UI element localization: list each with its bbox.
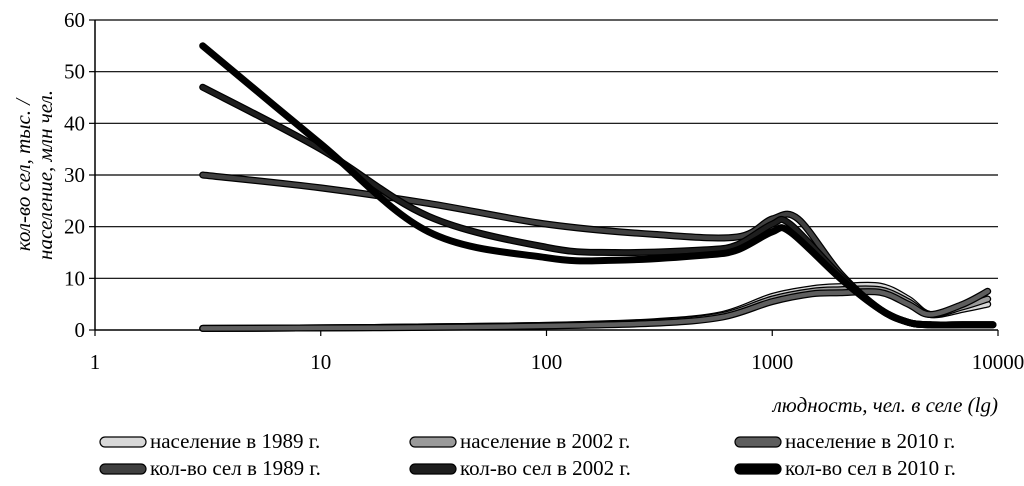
legend-label: население в 2002 г.: [460, 429, 630, 453]
y-axis-label-line-1: кол-во сел, тыс. /: [11, 97, 35, 251]
legend-swatch: [409, 436, 457, 448]
legend-swatch: [409, 463, 457, 475]
legend-item-6: кол-во сел в 2010 г.: [734, 456, 956, 480]
x-tick-label: 1: [90, 350, 101, 374]
legend-swatch: [99, 463, 147, 475]
legend-swatch: [734, 463, 782, 475]
y-tick-label: 10: [64, 266, 85, 290]
series-line-6: [199, 42, 997, 329]
y-tick-label: 0: [75, 318, 86, 342]
series-stroke: [200, 43, 996, 328]
series-line-3: [199, 287, 992, 332]
y-tick-label: 60: [64, 8, 85, 32]
legend-label: население в 2010 г.: [785, 429, 955, 453]
legend: население в 1989 г. население в 2002 г. на…: [99, 429, 956, 480]
y-axis-label-line-2: население, млн чел.: [33, 90, 57, 260]
x-tick-label: 100: [531, 350, 563, 374]
y-tick-label: 40: [64, 111, 85, 135]
y-tick-label: 50: [64, 60, 85, 84]
legend-item-4: кол-во сел в 1989 г.: [99, 456, 321, 480]
legend-swatch: [734, 436, 782, 448]
x-axis-label: людность, чел. в селе (lg): [772, 393, 998, 417]
legend-item-5: кол-во сел в 2002 г.: [409, 456, 631, 480]
legend-label: кол-во сел в 2002 г.: [460, 456, 631, 480]
series-stroke: [200, 289, 990, 331]
y-tick-label: 30: [64, 163, 85, 187]
y-axis-label: кол-во сел, тыс. / население, млн чел.: [11, 90, 57, 260]
y-tick-label: 20: [64, 215, 85, 239]
series-layer: [199, 42, 997, 332]
legend-swatch: [99, 436, 147, 448]
x-tick-label: 1000: [751, 350, 793, 374]
legend-label: кол-во сел в 2010 г.: [785, 456, 956, 480]
legend-item-3: население в 2010 г.: [734, 429, 955, 453]
legend-item-2: население в 2002 г.: [409, 429, 630, 453]
tick-labels: 0 10 20 30 40 50 60 1 10 100 1000 10000: [64, 8, 1024, 374]
x-tick-label: 10000: [972, 350, 1024, 374]
legend-item-1: население в 1989 г.: [99, 429, 320, 453]
x-tick-label: 10: [310, 350, 331, 374]
legend-label: население в 1989 г.: [150, 429, 320, 453]
grid: [95, 19, 998, 279]
legend-label: кол-во сел в 1989 г.: [150, 456, 321, 480]
